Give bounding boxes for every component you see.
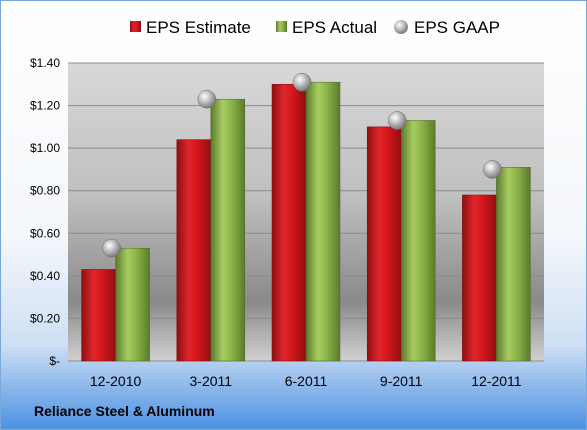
marker-eps-gaap (292, 72, 312, 92)
y-tick-label: $0.40 (30, 269, 60, 283)
bar-eps-estimate (176, 139, 212, 362)
bar-eps-actual (210, 98, 246, 362)
y-tick-label: $1.00 (30, 141, 60, 155)
gaap-markers (102, 72, 502, 258)
y-axis: $- $0.20 $0.40 $0.60 $0.80 $1.00 $1.20 $1.40 (30, 56, 60, 368)
legend-label-gaap: EPS GAAP (414, 18, 500, 37)
bar-eps-actual (400, 120, 436, 362)
marker-eps-gaap (102, 238, 121, 258)
bar-eps-estimate (271, 84, 307, 362)
bars (81, 81, 531, 362)
legend-swatch-estimate (130, 21, 141, 32)
x-tick-label: 9-2011 (380, 373, 423, 389)
legend-label-estimate: EPS Estimate (146, 18, 251, 37)
y-tick-label: $0.60 (30, 226, 60, 240)
legend-item-actual: EPS Actual (276, 18, 377, 37)
legend-swatch-actual (276, 21, 287, 32)
legend: EPS Estimate EPS Actual EPS GAAP (130, 18, 500, 37)
marker-eps-gaap (387, 111, 407, 130)
legend-label-actual: EPS Actual (292, 18, 377, 37)
y-tick-label: $0.80 (30, 184, 60, 198)
bar-eps-actual (305, 81, 341, 362)
bar-eps-actual (496, 167, 531, 362)
x-tick-label: 12-2011 (471, 373, 522, 389)
x-axis: 12-2010 3-2011 6-2011 9-2011 12-2011 (90, 373, 522, 389)
y-tick-label: $0.20 (30, 311, 60, 325)
bar-eps-estimate (81, 269, 116, 362)
y-tick-label: $1.40 (30, 56, 60, 70)
marker-eps-gaap (483, 160, 502, 179)
bar-eps-estimate (462, 194, 497, 362)
x-tick-label: 12-2010 (90, 373, 142, 389)
legend-swatch-gaap (394, 20, 408, 34)
y-tick-label: $1.20 (30, 99, 60, 113)
bar-eps-estimate (366, 126, 402, 362)
bar-eps-actual (115, 247, 150, 362)
x-tick-label: 3-2011 (190, 373, 233, 389)
legend-item-estimate: EPS Estimate (130, 18, 251, 37)
x-tick-label: 6-2011 (285, 373, 328, 389)
company-name: Reliance Steel & Aluminum (34, 403, 215, 419)
y-tick-label: $- (49, 354, 60, 368)
legend-item-gaap: EPS GAAP (394, 18, 500, 37)
marker-eps-gaap (197, 89, 217, 109)
